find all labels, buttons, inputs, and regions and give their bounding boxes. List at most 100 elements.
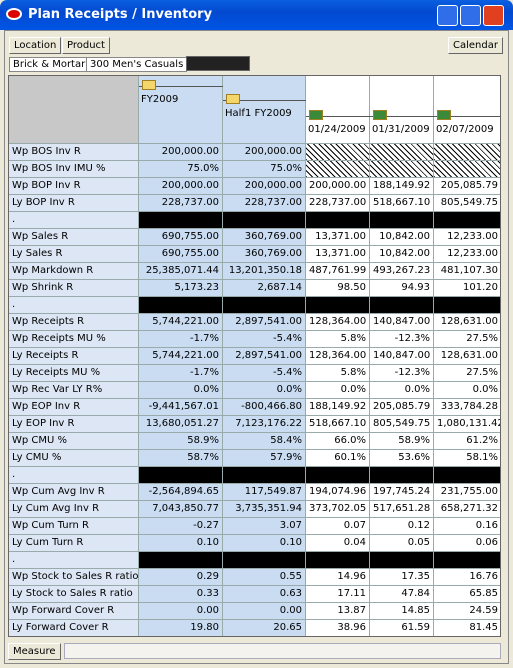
value-cell: -1.7% — [139, 365, 223, 382]
title-bar: Plan Receipts / Inventory — [0, 0, 513, 30]
separator-cell — [370, 467, 434, 484]
value-cell: 2,897,541.00 — [223, 314, 306, 331]
separator-cell — [370, 552, 434, 569]
value-cell: 205,085.79 — [370, 399, 434, 416]
value-cell: 360,769.00 — [223, 246, 306, 263]
value-cell: 128,631.00 — [434, 348, 500, 365]
value-cell: 58.9% — [370, 433, 434, 450]
row-label: Wp EOP Inv R — [9, 399, 139, 416]
nav-buttons[interactable] — [186, 56, 250, 71]
value-cell: 200,000.00 — [223, 144, 306, 161]
window-title: Plan Receipts / Inventory — [28, 7, 213, 22]
value-cell: 13,371.00 — [306, 229, 370, 246]
value-cell: 0.12 — [370, 518, 434, 535]
value-cell: 0.29 — [139, 569, 223, 586]
toolbar-button[interactable]: Location — [9, 37, 62, 54]
value-cell: 58.4% — [223, 433, 306, 450]
row-label: Wp Rec Var LY R% — [9, 382, 139, 399]
minimize-button[interactable] — [437, 5, 458, 26]
row-label: Wp CMU % — [9, 433, 139, 450]
value-cell: 75.0% — [223, 161, 306, 178]
value-cell: 518,667.10 — [370, 195, 434, 212]
app-icon — [6, 8, 22, 20]
value-cell: 0.04 — [306, 535, 370, 552]
context-field[interactable]: Brick & Mortar — [9, 57, 90, 72]
value-cell: 0.63 — [223, 586, 306, 603]
folder-icon — [226, 94, 240, 104]
value-cell: 7,123,176.22 — [223, 416, 306, 433]
value-cell: 5,744,221.00 — [139, 348, 223, 365]
row-label: Wp Markdown R — [9, 263, 139, 280]
value-cell: 98.50 — [306, 280, 370, 297]
value-cell: 0.0% — [306, 382, 370, 399]
toolbar-button[interactable]: Calendar — [448, 37, 503, 54]
value-cell: 0.0% — [139, 382, 223, 399]
value-cell: 194,074.96 — [306, 484, 370, 501]
maximize-button[interactable] — [460, 5, 481, 26]
value-cell: 333,784.28 — [434, 399, 500, 416]
value-cell: 231,755.00 — [434, 484, 500, 501]
value-cell: 0.0% — [434, 382, 500, 399]
separator-cell — [434, 212, 500, 229]
value-cell: 188,149.92 — [370, 178, 434, 195]
toolbar-button[interactable]: Product — [62, 37, 110, 54]
context-field[interactable]: 300 Men's Casuals — [86, 57, 188, 72]
value-cell: 197,745.24 — [370, 484, 434, 501]
value-cell: 0.55 — [223, 569, 306, 586]
tab-button[interactable]: Measure — [8, 643, 61, 660]
separator-cell — [139, 212, 223, 229]
value-cell: 7,043,850.77 — [139, 501, 223, 518]
value-cell: 13,371.00 — [306, 246, 370, 263]
locked-cell — [370, 161, 434, 178]
value-cell: 805,549.75 — [370, 416, 434, 433]
value-cell: 101.20 — [434, 280, 500, 297]
value-cell: -2,564,894.65 — [139, 484, 223, 501]
separator-cell — [306, 552, 370, 569]
scrollbar[interactable] — [64, 643, 501, 659]
value-cell: 2,897,541.00 — [223, 348, 306, 365]
value-cell: 5.8% — [306, 365, 370, 382]
separator-cell — [223, 467, 306, 484]
value-cell: -9,441,567.01 — [139, 399, 223, 416]
value-cell: 17.11 — [306, 586, 370, 603]
value-cell: 13,201,350.18 — [223, 263, 306, 280]
separator-cell — [139, 467, 223, 484]
value-cell: 25,385,071.44 — [139, 263, 223, 280]
value-cell: 205,085.79 — [434, 178, 500, 195]
locked-cell — [370, 144, 434, 161]
row-label: Ly Cum Turn R — [9, 535, 139, 552]
value-cell: -1.7% — [139, 331, 223, 348]
value-cell: 58.7% — [139, 450, 223, 467]
row-label: Wp Receipts R — [9, 314, 139, 331]
separator-cell — [370, 212, 434, 229]
row-label: Ly Receipts R — [9, 348, 139, 365]
separator-cell — [434, 552, 500, 569]
value-cell: 493,267.23 — [370, 263, 434, 280]
column-header — [223, 76, 306, 144]
value-cell: 360,769.00 — [223, 229, 306, 246]
row-label: Ly CMU % — [9, 450, 139, 467]
row-label: Ly Receipts MU % — [9, 365, 139, 382]
value-cell: 27.5% — [434, 365, 500, 382]
column-label: Half1 FY2009 — [225, 108, 292, 119]
value-cell: 228,737.00 — [139, 195, 223, 212]
close-button[interactable] — [483, 5, 504, 26]
row-label: Wp Shrink R — [9, 280, 139, 297]
value-cell: 0.33 — [139, 586, 223, 603]
row-label: Ly Sales R — [9, 246, 139, 263]
separator-cell — [434, 467, 500, 484]
value-cell: 47.84 — [370, 586, 434, 603]
row-label: Ly Forward Cover R — [9, 620, 139, 636]
value-cell: 0.00 — [139, 603, 223, 620]
value-cell: 0.07 — [306, 518, 370, 535]
value-cell: 0.05 — [370, 535, 434, 552]
separator-cell — [139, 297, 223, 314]
value-cell: 805,549.75 — [434, 195, 500, 212]
value-cell: 117,549.87 — [223, 484, 306, 501]
value-cell: -800,466.80 — [223, 399, 306, 416]
row-label: Wp Sales R — [9, 229, 139, 246]
value-cell: 0.06 — [434, 535, 500, 552]
separator-cell — [306, 297, 370, 314]
folder-icon — [437, 110, 451, 120]
